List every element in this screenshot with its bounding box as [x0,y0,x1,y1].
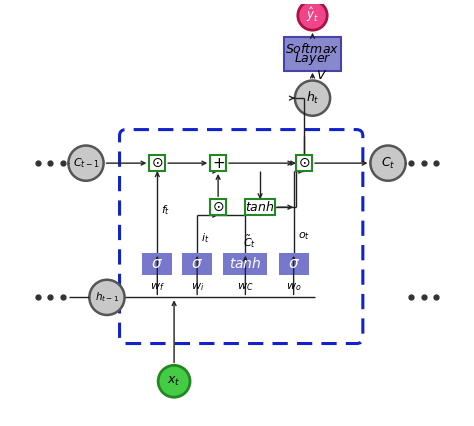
FancyBboxPatch shape [279,253,309,275]
Text: $h_{t-1}$: $h_{t-1}$ [95,291,119,304]
Text: $h_t$: $h_t$ [306,90,319,106]
FancyBboxPatch shape [223,253,267,275]
Circle shape [298,1,327,30]
Text: $\hat{y}_t$: $\hat{y}_t$ [306,5,319,24]
Text: $w_i$: $w_i$ [191,281,204,293]
Text: $\tilde{C}_t$: $\tilde{C}_t$ [243,233,256,250]
Text: $\odot$: $\odot$ [151,156,164,170]
Text: $w_o$: $w_o$ [286,281,301,293]
Text: $\sigma$: $\sigma$ [151,256,164,271]
FancyBboxPatch shape [246,199,275,215]
Text: $\sigma$: $\sigma$ [191,256,203,271]
Text: $tanh$: $tanh$ [229,256,262,271]
Text: $w_f$: $w_f$ [150,281,164,293]
Circle shape [89,280,125,315]
Circle shape [68,146,104,181]
FancyBboxPatch shape [182,253,212,275]
Text: $f_t$: $f_t$ [162,203,171,217]
Text: $\odot$: $\odot$ [212,200,224,214]
Text: $Layer$: $Layer$ [294,51,331,67]
Text: $\sigma$: $\sigma$ [288,256,300,271]
FancyBboxPatch shape [296,155,312,171]
Circle shape [158,366,190,397]
Text: $V$: $V$ [316,69,327,82]
FancyBboxPatch shape [210,155,226,171]
Text: $C_t$: $C_t$ [381,155,395,171]
Text: $+$: $+$ [211,155,225,171]
Text: $x_t$: $x_t$ [167,375,181,388]
FancyBboxPatch shape [149,155,165,171]
FancyBboxPatch shape [210,199,226,215]
Text: $w_C$: $w_C$ [237,281,254,293]
Text: $C_{t-1}$: $C_{t-1}$ [73,156,99,170]
Text: $tanh$: $tanh$ [245,200,275,214]
Text: $o_t$: $o_t$ [298,230,310,242]
FancyBboxPatch shape [283,37,341,72]
Circle shape [370,146,406,181]
FancyBboxPatch shape [142,253,173,275]
Text: $\odot$: $\odot$ [298,156,310,170]
Text: $i_t$: $i_t$ [201,231,210,245]
Circle shape [295,81,330,116]
Text: $Softmax$: $Softmax$ [285,42,339,56]
